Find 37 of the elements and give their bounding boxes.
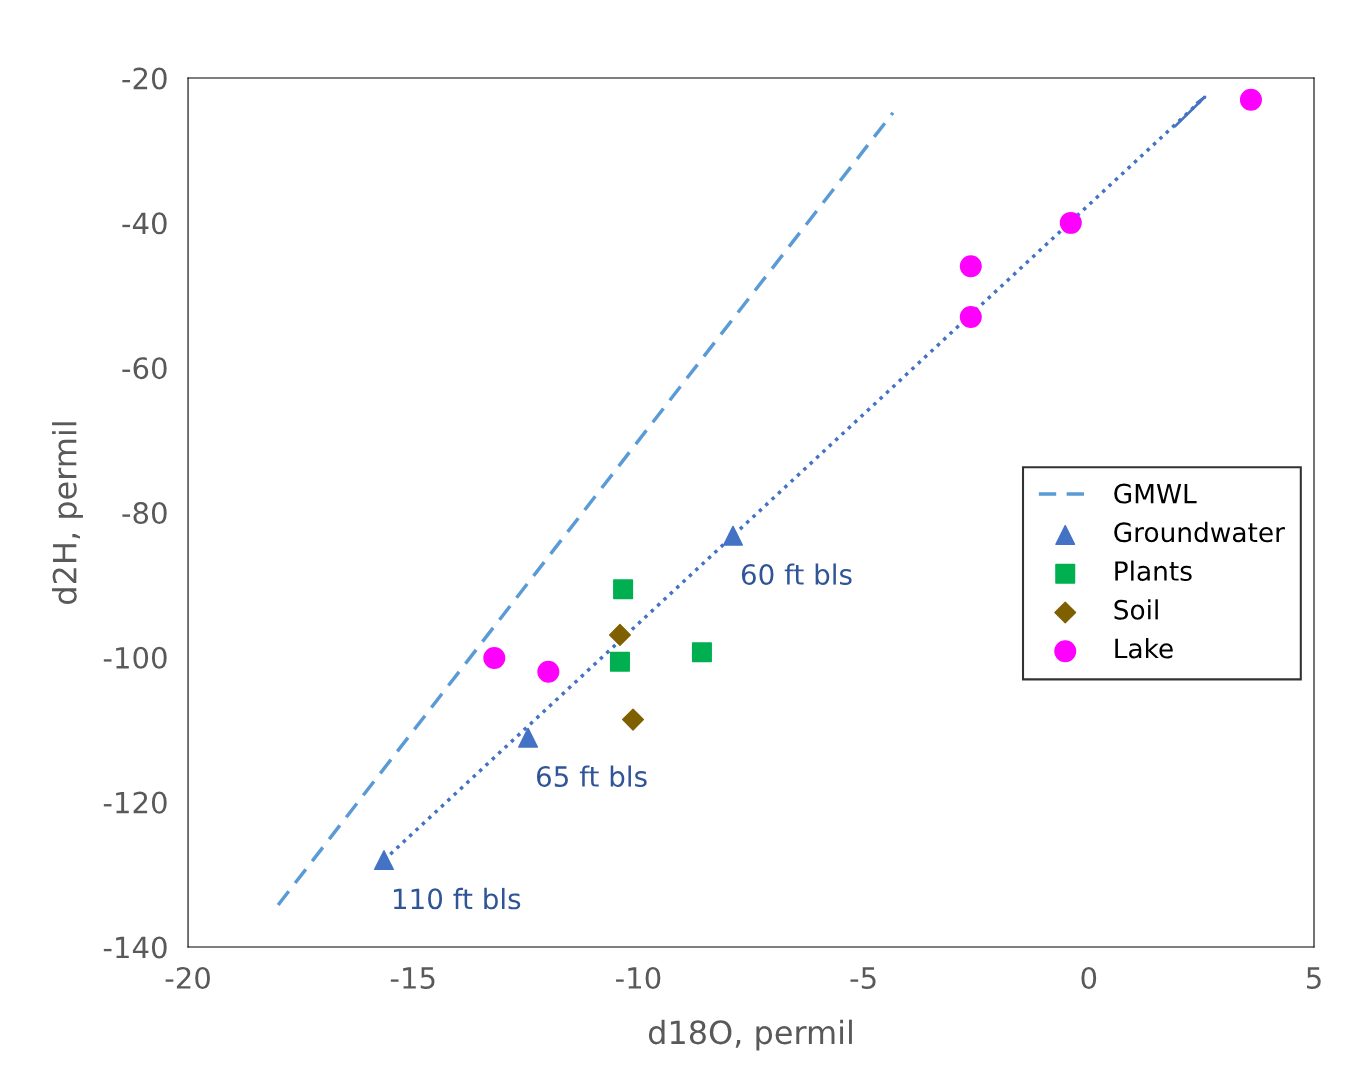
point bbox=[608, 623, 631, 646]
annotation: 110 ft bls bbox=[393, 887, 521, 910]
x-tick-label: 5 bbox=[1306, 967, 1321, 989]
point bbox=[959, 255, 982, 278]
x-tick-label: -5 bbox=[850, 967, 876, 989]
point bbox=[722, 525, 744, 546]
x-tick-label: -15 bbox=[390, 967, 435, 989]
legend-label: GMWL bbox=[1114, 483, 1197, 504]
x-tick-label: -20 bbox=[165, 966, 210, 989]
y-tick-label: -140 bbox=[103, 936, 167, 959]
point bbox=[518, 727, 539, 748]
x-tick-label: -10 bbox=[616, 966, 661, 989]
point bbox=[622, 708, 645, 731]
y-tick-label: -60 bbox=[122, 357, 167, 380]
legend-label: Groundwater bbox=[1114, 521, 1285, 543]
y-tick-label: -120 bbox=[103, 791, 167, 814]
annotation: 60 ft bls bbox=[741, 563, 852, 585]
y-axis-title: d2H, permil bbox=[52, 422, 83, 604]
point bbox=[609, 651, 630, 672]
point bbox=[1239, 88, 1262, 111]
y-tick-label: -40 bbox=[122, 212, 167, 235]
x-tick-label: 0 bbox=[1081, 966, 1097, 989]
y-tick-label: -100 bbox=[103, 646, 167, 669]
point bbox=[483, 647, 506, 670]
y-tick-label: -80 bbox=[122, 501, 167, 525]
point bbox=[691, 642, 712, 663]
point bbox=[959, 306, 982, 329]
y-tick-label: -20 bbox=[122, 67, 167, 90]
point bbox=[1059, 211, 1082, 234]
point bbox=[537, 660, 560, 683]
point bbox=[613, 579, 634, 600]
annotation: 65 ft bls bbox=[536, 765, 647, 787]
x-axis-title: d18O, permil bbox=[648, 1019, 852, 1051]
legend-label: Soil bbox=[1114, 599, 1158, 620]
point bbox=[373, 850, 394, 871]
legend-label: Lake bbox=[1115, 638, 1173, 659]
legend-label: Plants bbox=[1115, 560, 1192, 581]
